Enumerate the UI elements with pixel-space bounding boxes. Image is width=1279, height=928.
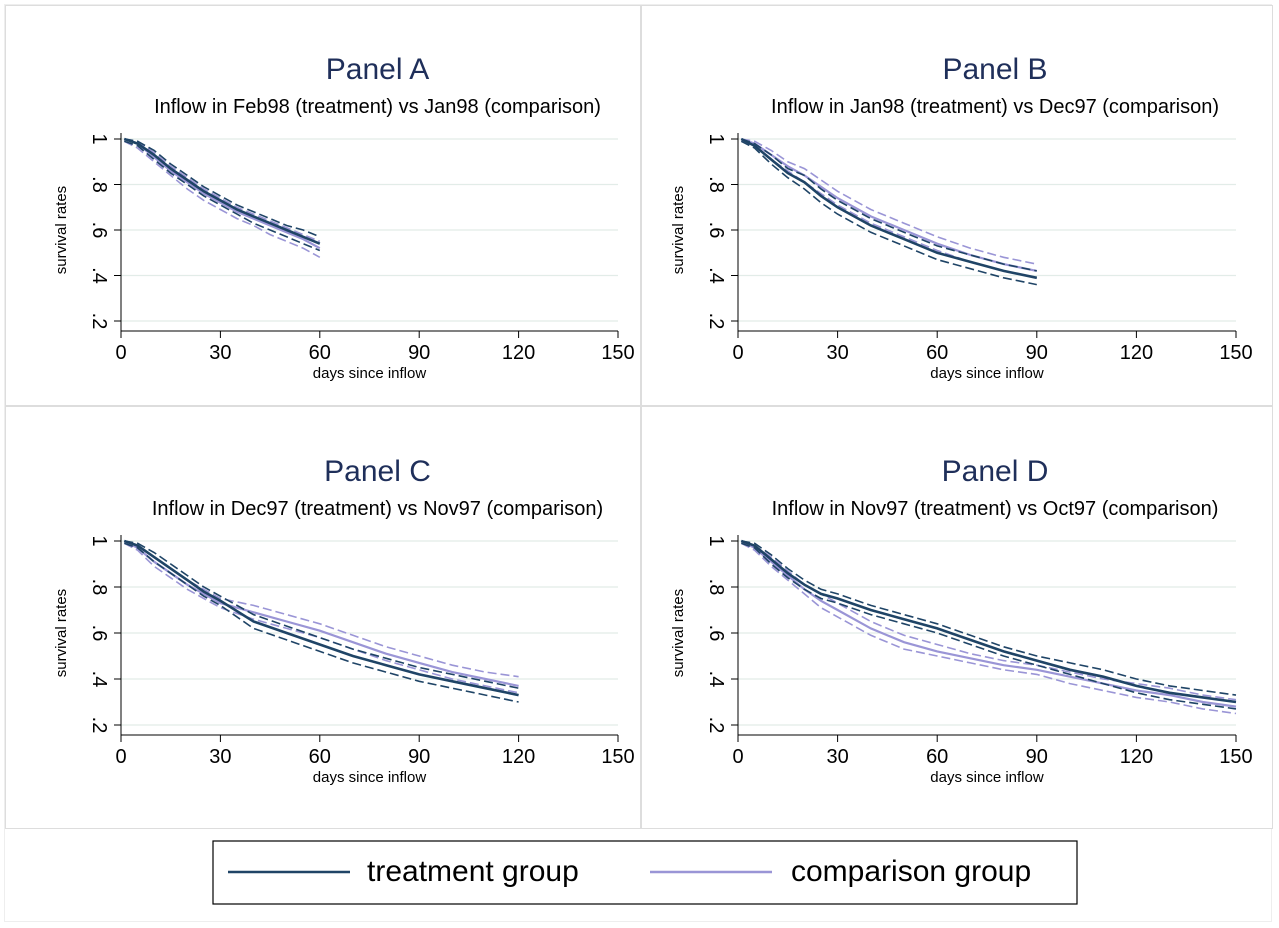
y-tick-label: 1 [88,535,110,546]
treatment-ci-lower-line [741,542,1237,710]
comparison-survival-line [123,137,321,250]
treatment-ci-lower-line [124,542,519,703]
y-tick-label: .4 [88,671,110,688]
x-axis-label: days since inflow [313,365,427,382]
figure: Panel A Inflow in Feb98 (treatment) vs Ja… [4,4,1273,922]
x-tick-label: 150 [601,342,634,364]
panel-d: Panel D Inflow in Nov97 (treatment) vs Oc… [641,406,1273,829]
panel-title: Panel C [324,455,431,488]
comparison-ci-lower-line [123,542,519,694]
x-tick-label: 60 [309,342,331,364]
panel-a: Panel A Inflow in Feb98 (treatment) vs Ja… [5,5,641,406]
x-tick-label: 60 [309,746,331,768]
treatment-ci-lower-line [124,140,321,252]
y-tick-label: .4 [705,267,727,284]
legend-treatment-label: treatment group [367,855,579,888]
x-tick-label: 90 [408,746,430,768]
y-tick-label: 1 [705,133,727,144]
panel-c: Panel C Inflow in Dec97 (treatment) vs No… [5,406,641,829]
comparison-ci-lower-line [740,542,1237,715]
y-axis-label: survival rates [53,186,70,274]
x-tick-label: 0 [732,746,743,768]
x-axis-label: days since inflow [930,365,1044,382]
y-tick-label: .8 [705,176,727,193]
y-tick-label: 1 [705,535,727,546]
x-tick-label: 120 [1120,342,1153,364]
y-tick-label: .2 [88,717,110,734]
y-tick-label: .6 [88,222,110,239]
panel-border [5,5,641,406]
panel-b: Panel B Inflow in Jan98 (treatment) vs De… [641,5,1273,406]
x-tick-label: 120 [502,746,535,768]
y-tick-label: .8 [88,176,110,193]
x-axis-label: days since inflow [930,769,1044,786]
y-tick-label: .4 [88,267,110,284]
comparison-ci-upper-line [741,540,1237,701]
x-tick-label: 150 [1219,746,1252,768]
x-tick-label: 90 [408,342,430,364]
legend: treatment group comparison group [212,840,1078,905]
x-tick-label: 0 [115,342,126,364]
y-axis-label: survival rates [670,589,687,677]
y-tick-label: 1 [88,133,110,144]
y-tick-label: .8 [705,579,727,596]
x-tick-label: 30 [826,746,848,768]
treatment-survival-line [123,137,321,245]
comparison-ci-lower-line [123,140,321,259]
treatment-ci-upper-line [124,138,321,238]
treatment-survival-line [123,539,519,697]
x-tick-label: 90 [1026,342,1048,364]
x-tick-label: 60 [926,746,948,768]
x-tick-label: 30 [209,746,231,768]
x-tick-label: 120 [1120,746,1153,768]
x-tick-label: 0 [115,746,126,768]
x-axis-label: days since inflow [313,769,427,786]
x-tick-label: 30 [826,342,848,364]
legend-box [212,840,1078,905]
treatment-ci-upper-line [124,540,519,689]
x-tick-label: 150 [1219,342,1252,364]
y-tick-label: .6 [705,625,727,642]
x-tick-label: 90 [1026,746,1048,768]
panel-subtitle: Inflow in Dec97 (treatment) vs Nov97 (co… [152,498,603,520]
panel-border [641,406,1273,829]
y-tick-label: .2 [705,313,727,330]
treatment-survival-line [740,539,1237,704]
panel-border [5,406,641,829]
treatment-ci-upper-line [741,540,1237,696]
x-tick-label: 120 [502,342,535,364]
y-tick-label: .8 [88,579,110,596]
panel-title: Panel D [942,455,1049,488]
y-axis-label: survival rates [670,186,687,274]
panel-subtitle: Inflow in Feb98 (treatment) vs Jan98 (co… [154,96,601,118]
x-tick-label: 0 [732,342,743,364]
panel-title: Panel A [326,53,429,86]
treatment-survival-line [740,137,1038,280]
comparison-survival-line [740,540,1237,708]
panel-border [641,5,1273,406]
legend-comparison-label: comparison group [791,855,1031,888]
x-tick-label: 60 [926,342,948,364]
panel-subtitle: Inflow in Jan98 (treatment) vs Dec97 (co… [771,96,1219,118]
y-tick-label: .2 [705,717,727,734]
y-axis-label: survival rates [53,589,70,677]
comparison-ci-upper-line [124,138,321,243]
treatment-ci-lower-line [740,140,1037,286]
y-tick-label: .6 [705,222,727,239]
x-tick-label: 150 [601,746,634,768]
panel-subtitle: Inflow in Nov97 (treatment) vs Oct97 (co… [772,498,1219,520]
comparison-ci-upper-line [741,138,1037,265]
chart-canvas: Panel A Inflow in Feb98 (treatment) vs Ja… [5,5,1273,905]
y-tick-label: .4 [705,671,727,688]
panel-title: Panel B [942,53,1047,86]
treatment-ci-upper-line [741,138,1037,272]
x-tick-label: 30 [209,342,231,364]
y-tick-label: .6 [88,625,110,642]
y-tick-label: .2 [88,313,110,330]
